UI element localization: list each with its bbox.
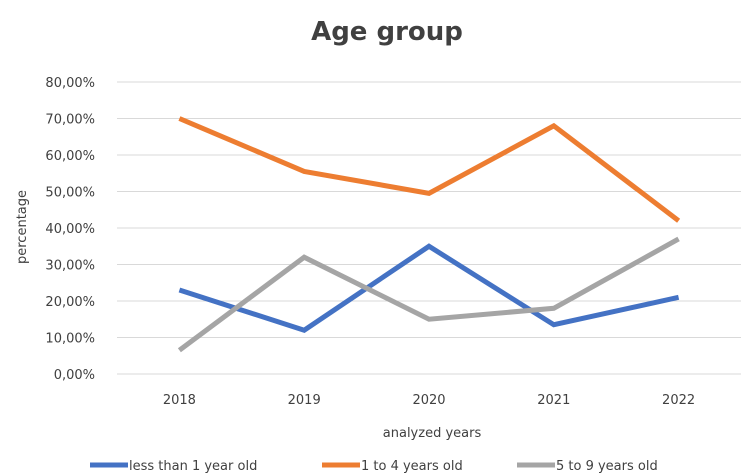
y-tick-label: 70,00%: [45, 113, 95, 128]
gridlines: [117, 81, 741, 375]
y-tick-label: 20,00%: [45, 295, 95, 310]
legend-label: 5 to 9 years old: [556, 459, 658, 474]
y-tick-label: 40,00%: [45, 222, 95, 237]
y-tick-label: 0,00%: [54, 368, 95, 383]
legend-label: less than 1 year old: [129, 459, 257, 474]
series-line-3: [177, 236, 680, 353]
x-tick-label: 2018: [163, 393, 196, 408]
x-tick-label: 2022: [662, 393, 695, 408]
x-axis-label: analyzed years: [383, 426, 482, 441]
y-tick-label: 50,00%: [45, 186, 95, 201]
series-line-2: [178, 116, 681, 223]
y-tick-label: 30,00%: [45, 259, 95, 274]
chart-title: Age group: [311, 17, 463, 47]
y-tick-label: 60,00%: [45, 149, 95, 164]
y-axis-label: percentage: [15, 190, 30, 264]
series-lines: [177, 116, 681, 353]
series-line-1: [178, 243, 680, 333]
x-tick-label: 2020: [412, 393, 445, 408]
x-axis-ticks: 2018 2019 2020 2021 2022: [163, 393, 695, 408]
y-tick-label: 80,00%: [45, 76, 95, 91]
legend: less than 1 year old 1 to 4 years old 5 to…: [90, 459, 658, 474]
y-axis-ticks: 0,00% 10,00% 20,00% 30,00% 40,00% 50,00% 60,00…: [45, 76, 95, 383]
x-tick-label: 2021: [537, 393, 570, 408]
x-tick-label: 2019: [288, 393, 321, 408]
y-tick-label: 10,00%: [45, 332, 95, 347]
legend-label: 1 to 4 years old: [361, 459, 463, 474]
